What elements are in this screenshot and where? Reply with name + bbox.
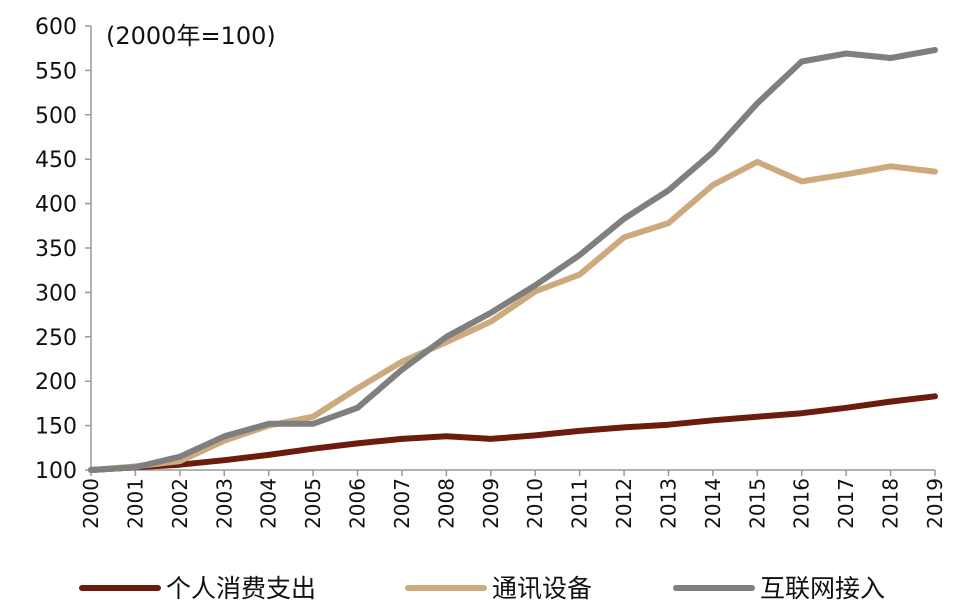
x-tick-label: 2018	[879, 478, 903, 529]
x-tick-label: 2014	[701, 478, 725, 529]
legend-label-1: 个人消费支出	[166, 574, 316, 603]
y-tick-label: 300	[35, 281, 77, 306]
x-tick-label: 2012	[612, 478, 636, 529]
x-tick-label: 2013	[656, 478, 680, 529]
legend: 个人消费支出 通讯设备 互联网接入	[79, 574, 885, 603]
y-tick-label: 350	[35, 237, 77, 262]
x-tick-label: 2001	[123, 478, 147, 529]
x-tick-label: 2015	[745, 478, 769, 529]
series-line-2	[88, 158, 938, 473]
y-axis: 100 150 200 250 300 350 400 450 500 550 600	[35, 15, 92, 484]
y-tick-label: 600	[35, 15, 77, 40]
y-tick-label: 550	[35, 59, 77, 84]
x-tick-label: 2006	[346, 478, 370, 529]
x-tick-label: 2009	[479, 478, 503, 529]
x-tick-label: 2010	[523, 478, 547, 529]
x-tick-label: 2005	[301, 478, 325, 529]
y-tick-label: 200	[35, 370, 77, 395]
series-line-3	[88, 47, 938, 473]
base-year-annotation: (2000年=100)	[106, 22, 276, 50]
x-tick-label: 2000	[79, 478, 103, 529]
y-tick-label: 250	[35, 326, 77, 351]
x-tick-label: 2007	[390, 478, 414, 529]
legend-label-2: 通讯设备	[492, 574, 592, 603]
y-tick-label: 150	[35, 415, 77, 440]
x-tick-label: 2002	[168, 478, 192, 529]
x-tick-label: 2003	[212, 478, 236, 529]
legend-label-3: 互联网接入	[760, 574, 885, 603]
series-lines	[88, 47, 938, 473]
x-tick-label: 2011	[568, 478, 592, 529]
y-tick-label: 100	[35, 459, 77, 484]
x-axis: 2000 2001 2002 2003 2004 2005 2006 2007 2008 2009…	[79, 469, 947, 529]
y-tick-label: 400	[35, 193, 77, 218]
y-tick-label: 500	[35, 104, 77, 129]
x-tick-label: 2004	[257, 478, 281, 529]
x-tick-label: 2016	[790, 478, 814, 529]
x-tick-label: 2017	[834, 478, 858, 529]
y-tick-label: 450	[35, 148, 77, 173]
x-tick-label: 2019	[923, 478, 947, 529]
x-tick-label: 2008	[434, 478, 458, 529]
series-line-1	[88, 393, 938, 473]
